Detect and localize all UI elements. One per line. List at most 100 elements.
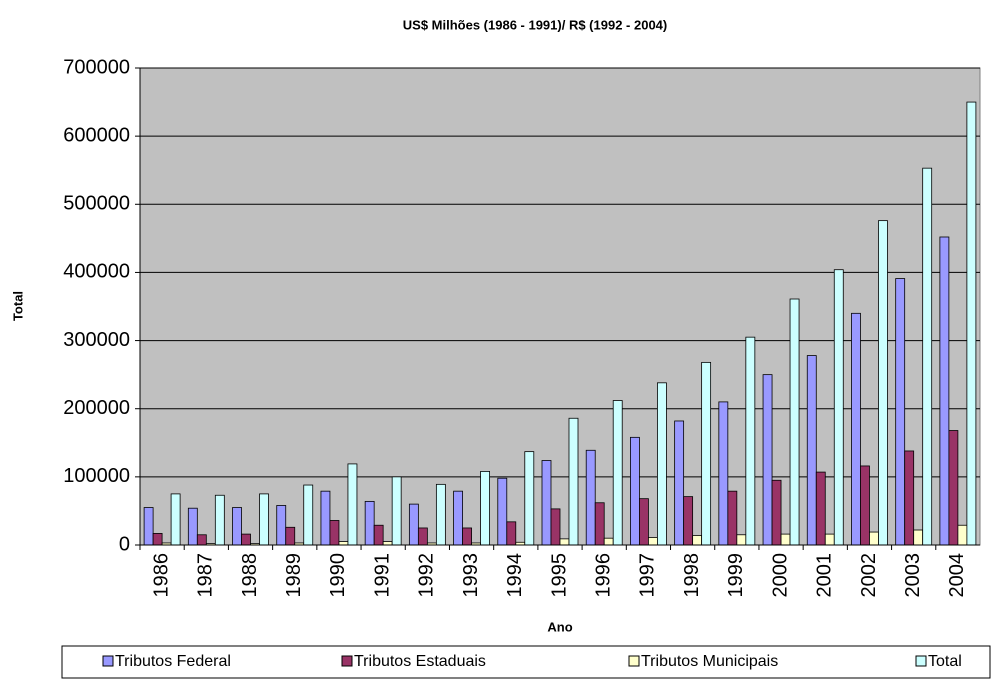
- bar: [780, 533, 791, 546]
- y-axis-label: Total: [10, 291, 25, 321]
- bar: [966, 101, 977, 546]
- legend-swatch: [341, 655, 353, 667]
- bar: [559, 538, 570, 546]
- bar: [594, 502, 605, 546]
- bar: [373, 524, 384, 546]
- bar: [541, 460, 552, 546]
- bar: [480, 471, 490, 546]
- bar: [285, 526, 296, 546]
- x-tick-label: 1993: [460, 553, 482, 598]
- bar: [417, 527, 428, 546]
- x-tick-label: 2000: [769, 553, 791, 598]
- legend-label: Tributos Federal: [115, 653, 231, 670]
- bar: [727, 490, 738, 546]
- x-tick-label: 1999: [725, 553, 747, 598]
- bar: [568, 417, 579, 546]
- x-tick-label: 2001: [814, 553, 836, 598]
- x-tick-label: 1991: [371, 553, 393, 598]
- bar: [851, 312, 861, 546]
- bar: [957, 524, 968, 546]
- legend-label: Total: [928, 653, 962, 670]
- bar: [453, 490, 463, 546]
- y-tick-label: 300000: [63, 329, 130, 351]
- bar: [736, 534, 747, 546]
- x-tick-label: 1988: [239, 553, 261, 598]
- bar: [674, 420, 685, 546]
- bar: [806, 355, 817, 546]
- bar: [860, 465, 870, 546]
- bar: [692, 535, 703, 546]
- y-tick-label: 200000: [63, 397, 130, 419]
- x-tick-label: 1990: [327, 553, 349, 598]
- bar: [170, 493, 181, 546]
- x-tick-label: 1994: [504, 553, 526, 598]
- bar: [497, 477, 508, 546]
- bar: [152, 533, 163, 546]
- bar: [913, 529, 924, 546]
- bar: [382, 541, 393, 546]
- bar: [762, 374, 773, 546]
- bar: [824, 533, 835, 546]
- y-tick-label: 600000: [63, 124, 130, 146]
- legend-swatch: [102, 655, 114, 667]
- bar: [524, 451, 535, 546]
- bar: [833, 269, 844, 546]
- x-tick-label: 1996: [592, 553, 614, 598]
- x-tick-label: 1992: [416, 553, 438, 598]
- bar: [187, 507, 198, 546]
- bar: [718, 401, 729, 546]
- bar: [630, 436, 640, 546]
- bar: [648, 537, 658, 546]
- bar: [241, 533, 251, 546]
- x-tick-label: 2002: [858, 553, 880, 598]
- bar: [320, 490, 331, 546]
- bar: [771, 479, 782, 546]
- bar: [232, 507, 242, 546]
- bar: [683, 496, 694, 546]
- y-tick-label: 700000: [63, 56, 130, 78]
- bar: [143, 507, 154, 546]
- bar: [789, 298, 800, 546]
- legend-label: Tributos Estaduais: [354, 653, 486, 670]
- x-tick-label: 1989: [283, 553, 305, 598]
- bar: [391, 476, 402, 546]
- bar: [603, 537, 614, 546]
- bar: [895, 278, 906, 546]
- bar: [550, 508, 561, 546]
- bar: [347, 463, 358, 546]
- legend-swatch: [628, 655, 640, 667]
- bar: [639, 498, 649, 546]
- bar: [869, 531, 879, 546]
- bar: [815, 471, 826, 546]
- legend-swatch: [915, 655, 927, 667]
- bar: [276, 505, 287, 546]
- bar: [657, 382, 667, 546]
- y-tick-label: 100000: [63, 465, 130, 487]
- bar: [338, 541, 349, 546]
- bar: [878, 220, 888, 546]
- y-tick-label: 400000: [63, 261, 130, 283]
- legend-box: [61, 645, 991, 679]
- x-tick-label: 1987: [195, 553, 217, 598]
- x-tick-label: 2004: [946, 553, 968, 598]
- bar: [408, 503, 419, 546]
- bar: [259, 493, 269, 546]
- bar: [303, 484, 314, 546]
- x-tick-label: 1997: [637, 553, 659, 598]
- x-tick-label: 1998: [681, 553, 703, 598]
- bar: [364, 500, 375, 546]
- bar: [922, 167, 933, 546]
- bar: [585, 449, 596, 546]
- bar: [214, 494, 225, 546]
- bar: [462, 527, 472, 546]
- x-axis-label: Ano: [547, 619, 572, 634]
- bar: [329, 520, 340, 546]
- bar: [506, 521, 517, 546]
- bar: [948, 430, 959, 546]
- bar: [701, 361, 712, 546]
- bar: [435, 483, 446, 546]
- y-tick-label: 0: [119, 533, 130, 555]
- bar: [196, 534, 207, 546]
- legend-label: Tributos Municipais: [641, 653, 778, 670]
